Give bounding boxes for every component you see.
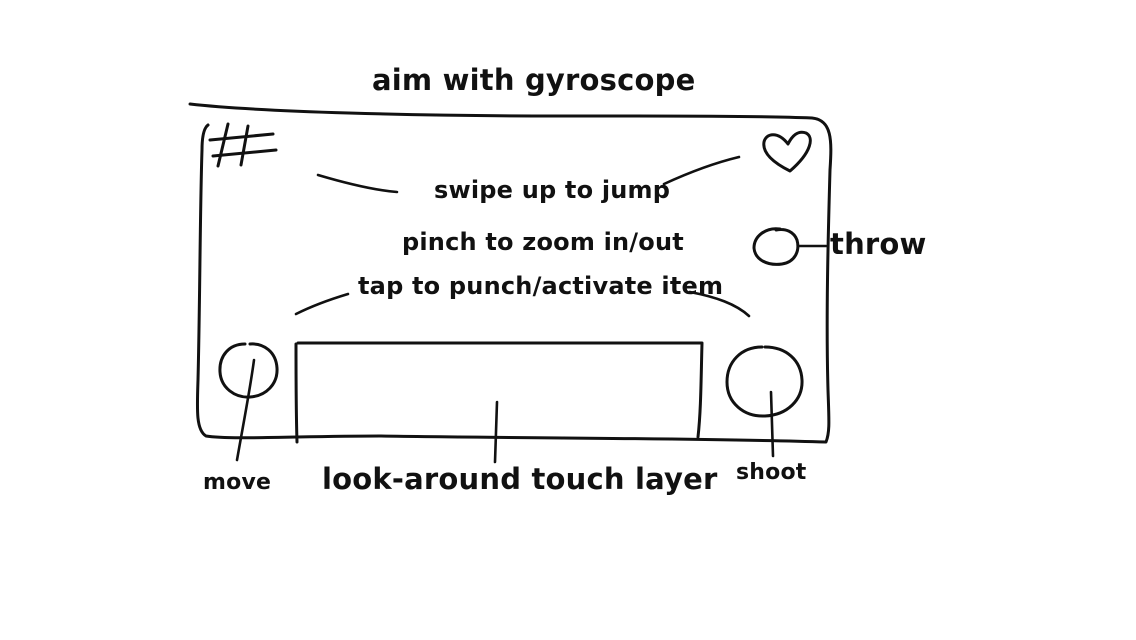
phone-outline <box>188 102 833 444</box>
hash-icon <box>208 122 278 168</box>
diagram-title: aim with gyroscope <box>372 63 696 97</box>
swipe-stroke-left <box>316 173 399 194</box>
swipe-stroke-right <box>662 155 741 186</box>
instruction-zoom: pinch to zoom in/out <box>402 228 684 256</box>
label-throw: throw <box>830 227 927 261</box>
move-leader-line <box>235 358 256 462</box>
look-leader-line <box>493 400 499 464</box>
heart-icon <box>762 130 812 173</box>
label-look-around: look-around touch layer <box>322 462 718 496</box>
tap-stroke-left <box>294 292 350 316</box>
throw-button-outline <box>752 227 800 266</box>
move-joystick-outline <box>218 342 279 399</box>
look-area-outline <box>294 341 704 444</box>
shoot-leader-line <box>769 390 775 458</box>
label-move: move <box>203 470 272 495</box>
shoot-button-outline <box>725 345 804 418</box>
label-shoot: shoot <box>736 460 807 485</box>
tap-stroke-right <box>688 290 751 318</box>
instruction-tap: tap to punch/activate item <box>358 272 724 300</box>
instruction-jump: swipe up to jump <box>434 176 671 204</box>
